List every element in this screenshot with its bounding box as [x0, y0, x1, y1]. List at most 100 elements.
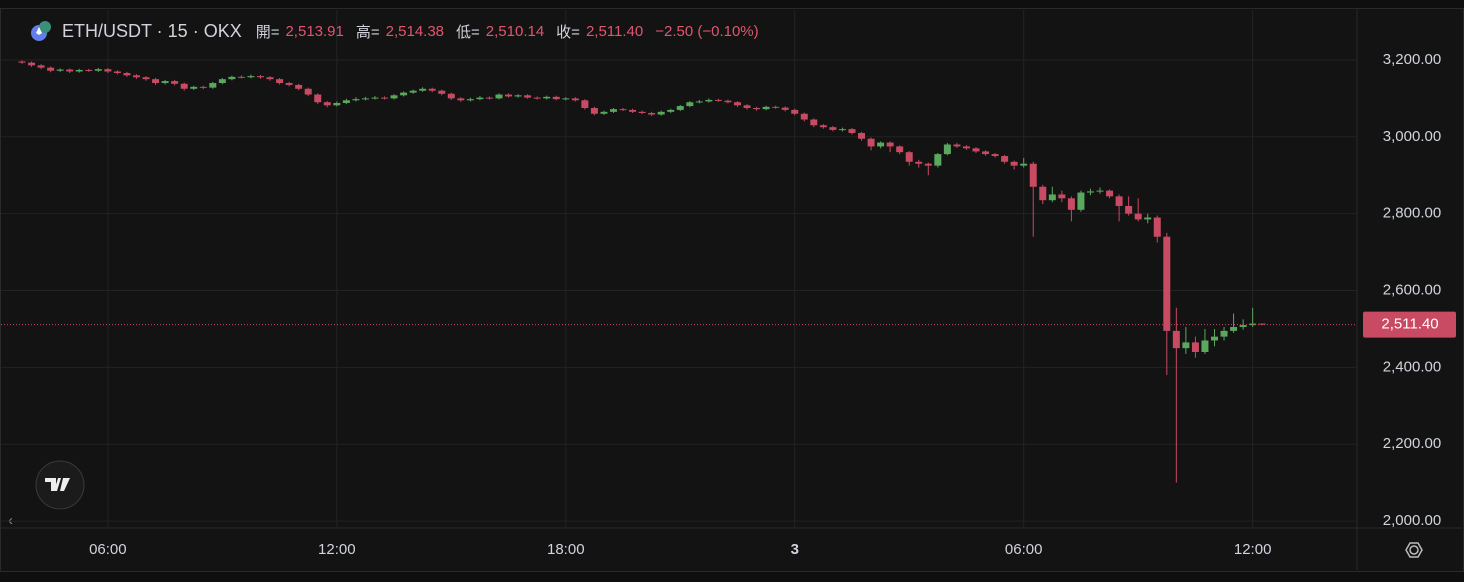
y-tick-label: 2,000.00	[1383, 512, 1441, 529]
candle-body	[75, 69, 83, 72]
candle-body	[1058, 194, 1066, 199]
candle-body	[638, 111, 646, 113]
candle-body	[810, 119, 818, 126]
candle-body	[524, 95, 532, 98]
candle-body	[848, 129, 856, 133]
candle-body	[781, 107, 789, 110]
candle-body	[629, 109, 637, 112]
candle-body	[676, 106, 684, 110]
candle-body	[667, 109, 675, 112]
x-tick-label: 06:00	[89, 541, 127, 558]
x-tick-label: 18:00	[547, 541, 585, 558]
candle-body	[619, 109, 627, 111]
candle-body	[342, 100, 350, 103]
ohlc-value: 2,514.38	[385, 22, 445, 40]
candle-body	[991, 154, 999, 157]
x-tick-label: 3	[791, 541, 799, 558]
candle-body	[1239, 325, 1247, 328]
candle-body	[323, 102, 331, 106]
candle-body	[1077, 192, 1085, 210]
candle-body	[1153, 217, 1161, 237]
candle-body	[37, 65, 45, 68]
candle-body	[104, 69, 112, 72]
candle-body	[533, 97, 541, 99]
candle-body	[180, 83, 188, 89]
candle-body	[66, 69, 74, 72]
candle-body	[829, 127, 837, 130]
candle-body	[943, 144, 951, 155]
candle-body	[257, 76, 264, 78]
chart-frame	[0, 8, 1464, 572]
ohlc-value: 2,511.40	[585, 22, 644, 40]
candle-body	[1258, 323, 1266, 325]
candle-body	[113, 71, 121, 74]
candle-body	[1020, 163, 1028, 166]
candle-body	[686, 102, 694, 107]
candle-body	[352, 99, 360, 101]
candle-body	[877, 142, 885, 147]
ohlc-label: 低=	[456, 23, 480, 41]
candle-body	[571, 98, 579, 101]
candle-body	[1115, 196, 1123, 206]
candle-body	[1134, 213, 1142, 220]
candle-body	[762, 106, 770, 110]
candle-body	[56, 69, 64, 71]
candle-body	[1201, 340, 1209, 353]
candle-body	[867, 138, 875, 147]
candle-body	[590, 107, 598, 114]
candle-body	[1211, 336, 1218, 341]
candle-body	[495, 94, 503, 99]
candle-body	[838, 129, 846, 131]
candle-body	[905, 152, 913, 162]
candle-body	[85, 69, 93, 71]
candle-body	[218, 79, 226, 84]
candle-body	[886, 142, 894, 147]
candle-body	[457, 98, 465, 101]
candle-body	[1191, 342, 1199, 353]
candle-body	[753, 107, 761, 110]
last-price-label: 2,511.40	[1381, 316, 1438, 333]
candle-body	[1039, 186, 1047, 201]
candle-body	[419, 88, 427, 91]
candle-body	[1172, 330, 1180, 349]
candle-body	[915, 161, 923, 164]
candle-body	[428, 88, 436, 91]
candle-body	[266, 77, 274, 80]
y-tick-label: 3,000.00	[1383, 128, 1441, 145]
candle-body	[1182, 342, 1190, 349]
candle-body	[132, 75, 140, 78]
candle-body	[190, 86, 198, 89]
candle-body	[695, 101, 703, 103]
y-tick-label: 2,200.00	[1383, 435, 1441, 452]
settings-button[interactable]	[1405, 542, 1423, 558]
candle-body	[581, 100, 589, 108]
candle-body	[447, 93, 455, 99]
ohlc-label: 開=	[255, 23, 280, 41]
candle-body	[1067, 198, 1075, 210]
scroll-arrow[interactable]: ‹	[8, 512, 13, 529]
candle-body	[1029, 163, 1037, 187]
symbol: ETH/USDT · 15 · OKX	[62, 20, 242, 41]
x-tick-label: 12:00	[1234, 541, 1272, 558]
candle-body	[161, 81, 169, 84]
candle-body	[333, 102, 341, 106]
candle-body	[228, 76, 236, 80]
candle-body	[1086, 191, 1094, 193]
last-price-box	[1363, 311, 1456, 338]
x-tick-label: 12:00	[318, 541, 356, 558]
candle-body	[438, 90, 446, 94]
candle-body	[924, 163, 932, 166]
candle-body	[552, 96, 560, 100]
x-tick-label: 06:00	[1005, 541, 1043, 558]
ohlc-value: 2,510.14	[485, 22, 545, 40]
candle-body	[1001, 156, 1009, 162]
candle-body	[648, 112, 656, 115]
y-tick-label: 3,200.00	[1383, 51, 1441, 68]
candle-body	[409, 90, 417, 93]
candle-body	[982, 151, 990, 155]
candle-body	[1106, 190, 1114, 197]
y-tick-label: 2,800.00	[1383, 205, 1441, 222]
candle-body	[371, 97, 379, 99]
